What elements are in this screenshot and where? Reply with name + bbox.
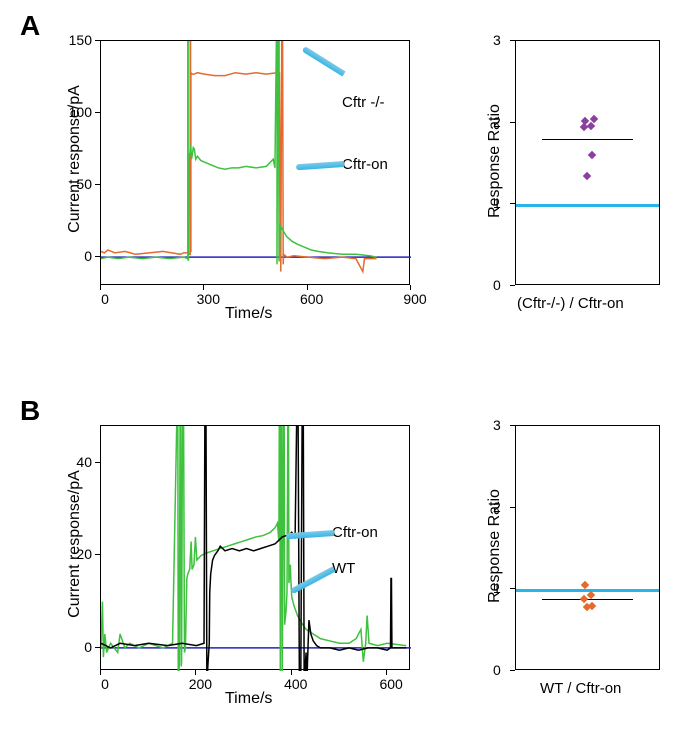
reference-line	[516, 589, 659, 592]
y-tick-label: 2	[493, 499, 501, 515]
trace-label-wt: WT	[332, 560, 355, 577]
y-tick-label: 0	[493, 662, 501, 678]
panel-a-xlabel: Time/s	[225, 305, 272, 323]
panel-letter-b: B	[20, 395, 40, 427]
mean-line	[542, 139, 634, 140]
y-tick-label: 50	[76, 176, 92, 192]
panel-a-scatter-chart: Response Ratio (Cftr-/-) / Cftr-on 0123	[515, 40, 660, 285]
x-tick-label: 0	[90, 676, 120, 692]
panel-b-scatter-chart: Response Ratio WT / Cftr-on 0123	[515, 425, 660, 670]
trace-label-cftr-on-a: Cftr-on	[342, 156, 388, 173]
panel-b-ylabel: Current response/pA	[66, 444, 84, 644]
y-tick-label: 2	[493, 114, 501, 130]
y-tick-label: 150	[69, 32, 92, 48]
y-tick-label: 0	[493, 277, 501, 293]
y-tick-label: 3	[493, 417, 501, 433]
panel-a-scatter-ylabel: Response Ratio	[486, 76, 504, 246]
y-tick-label: 40	[76, 454, 92, 470]
x-tick-label: 0	[90, 291, 120, 307]
scatter-point	[582, 172, 590, 180]
panel-a-scatter-xlabel: (Cftr-/-) / Cftr-on	[517, 295, 624, 312]
panel-letter-a: A	[20, 10, 40, 42]
panel-b-xlabel: Time/s	[225, 690, 272, 708]
y-tick-label: 0	[84, 639, 92, 655]
reference-line	[516, 204, 659, 207]
x-tick-label: 600	[376, 676, 406, 692]
y-tick-label: 0	[84, 248, 92, 264]
y-tick-label: 1	[493, 195, 501, 211]
y-tick-label: 100	[69, 104, 92, 120]
panel-b-scatter-ylabel: Response Ratio	[486, 461, 504, 631]
panel-b-scatter-xlabel: WT / Cftr-on	[540, 680, 621, 697]
x-tick-label: 300	[193, 291, 223, 307]
y-tick-label: 20	[76, 546, 92, 562]
panel-a-ylabel: Current response/pA	[66, 59, 84, 259]
scatter-point	[588, 151, 596, 159]
panel-b-line-chart: Current response/pA Time/s 0200400600020…	[100, 425, 410, 670]
x-tick-label: 400	[281, 676, 311, 692]
x-tick-label: 900	[400, 291, 430, 307]
trace-label-cftr-on-b: Cftr-on	[332, 524, 378, 541]
y-tick-label: 1	[493, 580, 501, 596]
scatter-point	[581, 581, 589, 589]
y-tick-label: 3	[493, 32, 501, 48]
panel-b-svg	[101, 426, 411, 671]
x-tick-label: 600	[297, 291, 327, 307]
trace-label-cftr-ko: Cftr -/-	[342, 94, 385, 111]
x-tick-label: 200	[185, 676, 215, 692]
